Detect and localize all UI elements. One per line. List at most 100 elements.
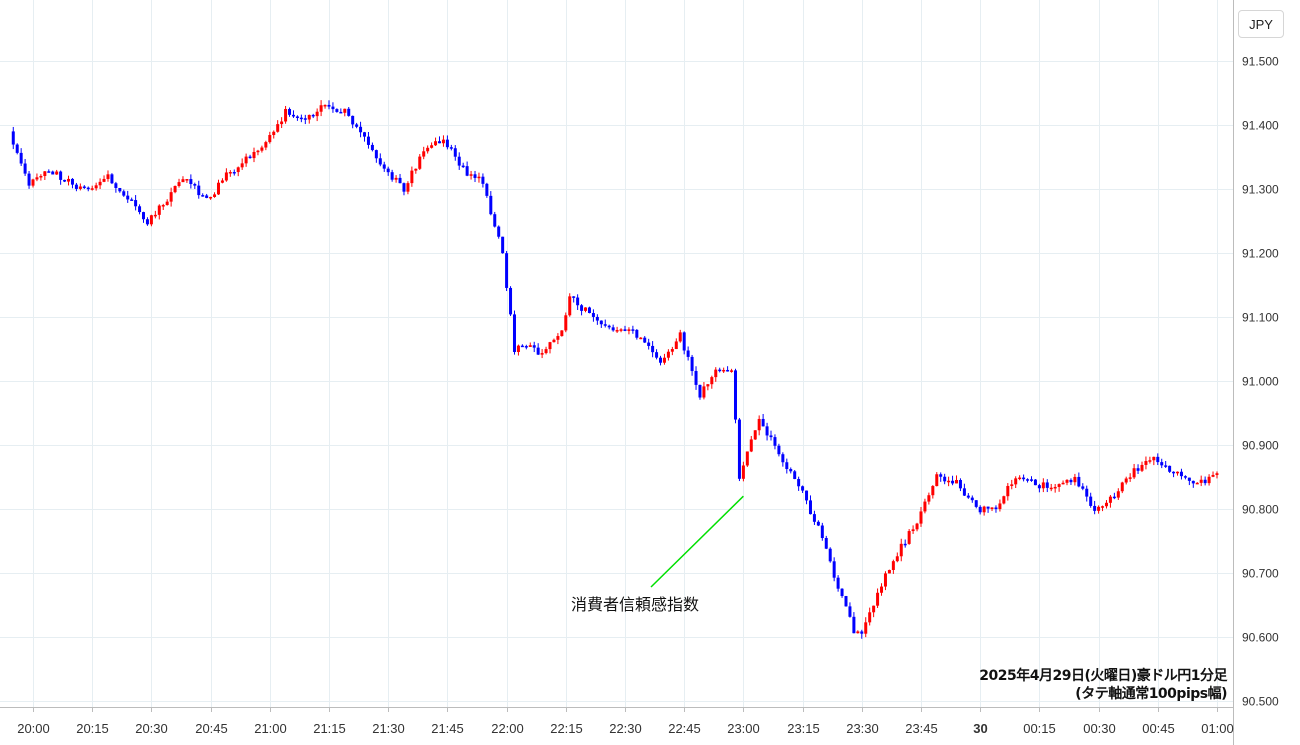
candle-body (662, 357, 666, 363)
candle-body (43, 171, 47, 176)
candle-body (434, 141, 438, 146)
candle-body (524, 346, 528, 348)
candle-body (1136, 468, 1140, 471)
candle-body (485, 183, 489, 196)
candle-body (631, 329, 635, 331)
candle-body (627, 329, 631, 331)
candle-body (1203, 479, 1207, 484)
candle-body (832, 561, 836, 578)
candle-body (548, 342, 552, 350)
time-tick-label: 23:45 (905, 721, 938, 736)
candle-body (240, 163, 244, 168)
candle-body (915, 523, 919, 530)
candle-body (868, 612, 872, 623)
candle-body (1104, 502, 1108, 507)
candle-body (607, 325, 611, 328)
candle-body (836, 577, 840, 589)
candle-body (216, 182, 220, 195)
candle-body (489, 195, 493, 215)
candle-body (165, 201, 169, 206)
chart-caption: 2025年4月29日(火曜日)豪ドル円1分足 (タテ軸通常100pips幅) (979, 667, 1227, 703)
candle-body (587, 307, 591, 314)
candle-body (1152, 456, 1156, 461)
candle-body (686, 350, 690, 357)
candle-body (982, 506, 986, 513)
candle-body (1002, 496, 1006, 504)
candle-body (741, 465, 745, 479)
price-tick-label: 90.900 (1242, 439, 1279, 453)
candle-body (781, 454, 785, 463)
candle-body (998, 503, 1002, 510)
annotation-label: 消費者信頼感指数 (571, 595, 699, 614)
candle-body (1057, 484, 1061, 487)
candle-body (1168, 465, 1172, 472)
candle-body (288, 108, 292, 115)
candle-body (394, 177, 398, 180)
candle-body (335, 109, 339, 112)
candle-body (138, 206, 142, 213)
candle-body (801, 486, 805, 491)
candle-body (55, 171, 59, 175)
candle-body (63, 179, 67, 182)
candle-body (584, 307, 588, 311)
candle-body (659, 357, 663, 363)
candle-body (1199, 479, 1203, 483)
candle-body (295, 116, 299, 118)
candle-body (78, 186, 82, 189)
candle-body (374, 150, 378, 159)
candle-body (1195, 482, 1199, 485)
time-tick-label: 21:45 (431, 721, 464, 736)
candle-body (426, 147, 430, 152)
candle-body (430, 145, 434, 148)
candle-body (189, 179, 193, 185)
candle-body (591, 313, 595, 317)
candle-body (682, 332, 686, 351)
candle-body (106, 174, 110, 179)
candle-body (793, 471, 797, 480)
candle-body (59, 171, 63, 180)
time-tick-label: 21:00 (254, 721, 287, 736)
candle-body (931, 486, 935, 496)
candle-body (1172, 471, 1176, 474)
time-axis: 20:00 20:15 20:30 20:45 21:00 21:15 21:30 21:45… (17, 707, 1234, 736)
candle-body (1037, 485, 1041, 489)
candle-body (1128, 477, 1132, 479)
candle-body (1140, 464, 1144, 471)
candle-body (564, 315, 568, 331)
candle-body (789, 469, 793, 472)
candle-body (907, 531, 911, 544)
candle-body (497, 226, 501, 237)
time-tick-label: 00:15 (1023, 721, 1056, 736)
candle-body (947, 480, 951, 483)
candle-body (1116, 491, 1120, 498)
candle-body (1077, 476, 1081, 487)
candle-body (142, 212, 146, 220)
candle-body (386, 168, 390, 173)
candle-body (94, 185, 98, 189)
candle-body (876, 592, 880, 606)
candle-body (615, 330, 619, 332)
candle-body (236, 167, 240, 173)
candle-body (737, 419, 741, 479)
candle-body (777, 445, 781, 455)
annotation-layer: 消費者信頼感指数 (571, 495, 744, 614)
candle-body (1085, 488, 1089, 497)
candle-body (974, 500, 978, 507)
candle-body (1006, 485, 1010, 497)
candle-body (674, 341, 678, 350)
candle-body (268, 135, 272, 143)
candle-body (177, 182, 181, 187)
candle-body (919, 511, 923, 524)
candle-body (1029, 479, 1033, 481)
candle-body (291, 114, 295, 117)
candle-body (493, 214, 497, 227)
candle-body (469, 174, 473, 176)
candle-body (19, 152, 23, 164)
candle-body (422, 151, 426, 157)
currency-badge[interactable]: JPY (1238, 10, 1284, 38)
candle-body (244, 156, 248, 164)
candle-body (619, 329, 623, 331)
candle-body (1144, 461, 1148, 465)
candle-body (501, 236, 505, 254)
candle-body (805, 490, 809, 501)
